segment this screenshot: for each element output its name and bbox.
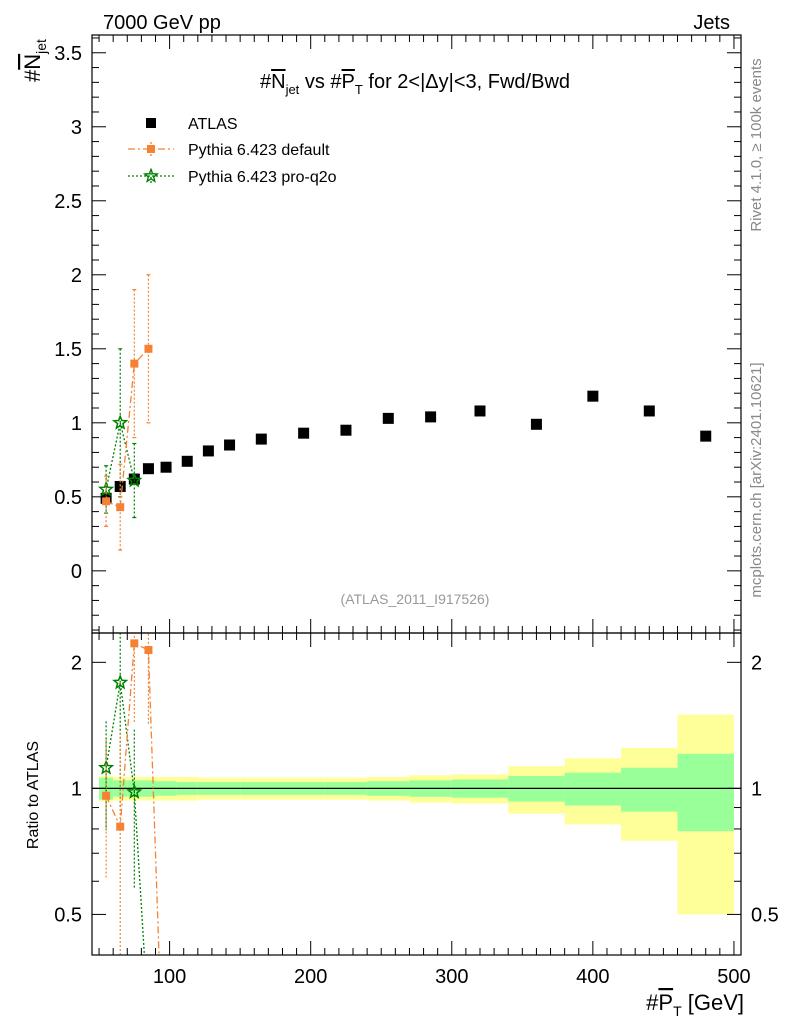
y-label-main: N: [20, 54, 45, 70]
atlas-point: [142, 463, 154, 475]
ratio-band-green: [621, 767, 678, 812]
pythia-default-point: [130, 359, 139, 368]
header-right: Jets: [693, 12, 730, 34]
pythia-default-point: [116, 503, 125, 512]
svg-text:#Njet: #Njet: [20, 39, 49, 82]
y-tick-label: 0.5: [54, 487, 82, 509]
y-tick-label: 1: [71, 413, 82, 435]
x-tick-label: 500: [717, 966, 750, 988]
atlas-point: [181, 455, 193, 467]
ratio-y-tick-label: 1: [71, 778, 82, 800]
atlas-series: [100, 390, 712, 504]
pythia-proq2o-ratio-line: [105, 682, 146, 955]
y-tick-label: 3: [71, 117, 82, 139]
chart-title: #Njet vs #PT for 2<|Δy|<3, Fwd/Bwd: [260, 71, 570, 97]
y-tick-label: 1.5: [54, 339, 82, 361]
pythia-default-line: [105, 348, 149, 509]
x-tick-label: 300: [435, 966, 468, 988]
ratio-band-green: [677, 753, 734, 832]
pythia-default-ratio-line: [105, 642, 160, 955]
pythia-default-ratio-point: [102, 791, 111, 800]
pythia-proq2o-ratio-point: [112, 673, 129, 690]
x-tick-label: 400: [576, 966, 609, 988]
atlas-point: [202, 445, 214, 457]
atlas-point: [643, 405, 655, 417]
legend-marker-proq2o: [142, 167, 160, 183]
atlas-point: [255, 433, 267, 445]
header-left: 7000 GeV pp: [103, 12, 221, 34]
atlas-point: [224, 439, 236, 451]
x-tick-label: 100: [153, 966, 186, 988]
analysis-tag: (ATLAS_2011_I917526): [341, 591, 490, 607]
pythia-proq2o-line: [105, 422, 135, 490]
pythia-proq2o-ratio-point: [126, 783, 143, 800]
y-tick-label: 0: [71, 561, 82, 583]
main-panel: 0 0.5 1 1.5 2 2.5 3 3.5: [54, 34, 742, 634]
atlas-point: [700, 430, 712, 442]
ratio-frame: [91, 632, 742, 956]
pythia-default-ratio-point: [116, 822, 125, 831]
pythia-default-ratio: [102, 633, 160, 955]
pythia-proq2o-point: [126, 471, 143, 488]
x-tick-label: 200: [294, 966, 327, 988]
pythia-proq2o-ratio-point: [97, 759, 115, 775]
legend-label-atlas: ATLAS: [188, 116, 238, 133]
legend: ATLAS Pythia 6.423 default Pythia 6.423 …: [128, 116, 337, 186]
ratio-y-tick-label: 2: [71, 652, 82, 674]
atlas-point: [530, 418, 542, 430]
pythia-default-ratio-point: [144, 646, 153, 655]
atlas-point: [298, 427, 310, 439]
atlas-point: [160, 461, 172, 473]
side-text-top: Rivet 4.1.0, ≥ 100k events: [748, 58, 765, 231]
ratio-y-tick-label-right: 0.5: [751, 904, 779, 926]
legend-marker-default: [147, 145, 155, 153]
atlas-point: [382, 412, 394, 424]
ratio-bands: [99, 714, 734, 915]
atlas-point: [587, 390, 599, 402]
pythia-default-point: [102, 497, 111, 506]
atlas-point: [128, 473, 140, 485]
ratio-band-green: [564, 772, 622, 806]
y-tick-label: 3.5: [54, 43, 82, 65]
pythia-proq2o-point: [112, 414, 129, 430]
legend-label-default: Pythia 6.423 default: [188, 142, 330, 159]
x-axis-label: #PT [GeV]: [646, 990, 744, 1019]
side-text-bottom: mcplots.cern.ch [arXiv:2401.10621]: [748, 362, 765, 597]
y-tick-label: 2.5: [54, 191, 82, 213]
pythia-default-ratio-point: [130, 639, 139, 648]
atlas-point: [425, 411, 437, 423]
legend-marker-atlas: [146, 118, 156, 128]
legend-label-proq2o: Pythia 6.423 pro-q2o: [188, 169, 337, 186]
ratio-y-tick-label: 0.5: [54, 904, 82, 926]
y-tick-label: 2: [71, 265, 82, 287]
atlas-point: [474, 405, 486, 417]
ratio-y-label: Ratio to ATLAS: [25, 741, 42, 849]
ratio-panel: 100 200 300 400 500 0.5 0.5 1 1 2 2: [54, 632, 779, 988]
pythia-default-point: [144, 344, 153, 353]
ratio-y-tick-label-right: 2: [751, 652, 762, 674]
pythia-default-main: [102, 274, 153, 551]
y-axis-label: #Njet: [20, 39, 49, 82]
ratio-y-tick-label-right: 1: [751, 778, 762, 800]
atlas-point: [340, 424, 352, 436]
